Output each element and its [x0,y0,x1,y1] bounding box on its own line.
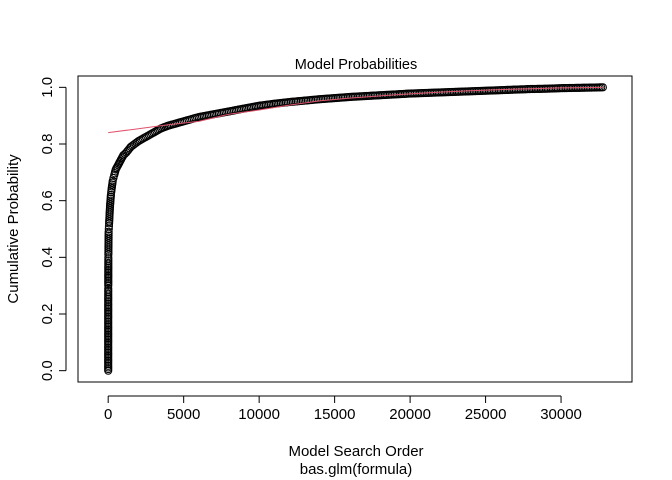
y-tick-label: 0.0 [39,360,56,381]
data-point [119,151,128,160]
fit-line [108,86,603,134]
x-tick-label: 30000 [540,406,582,423]
x-tick-label: 5000 [167,406,200,423]
x-tick-label: 25000 [465,406,507,423]
y-axis: 0.0 0.2 0.4 0.6 0.8 1.0 [39,77,67,381]
y-tick-label: 1.0 [39,77,56,98]
x-tick-label: 10000 [238,406,280,423]
y-tick-label: 0.6 [39,190,56,211]
x-tick-label: 20000 [389,406,431,423]
x-axis: 0 5000 10000 15000 20000 25000 30000 [104,395,582,423]
y-tick-label: 0.4 [39,247,56,268]
data-points [104,83,607,375]
data-point [104,222,114,231]
x-tick-label: 15000 [314,406,356,423]
x-axis-sublabel: bas.glm(formula) [300,461,413,478]
data-point [104,227,113,236]
data-point [104,253,113,262]
y-tick-label: 0.2 [39,304,56,325]
x-tick-label: 0 [104,406,112,423]
y-tick-label: 0.8 [39,134,56,155]
y-axis-label: Cumulative Probability [5,154,22,304]
data-point [106,190,116,200]
chart-title: Model Probabilities [295,57,418,73]
x-axis-label: Model Search Order [288,443,423,460]
plot-frame [77,75,633,383]
